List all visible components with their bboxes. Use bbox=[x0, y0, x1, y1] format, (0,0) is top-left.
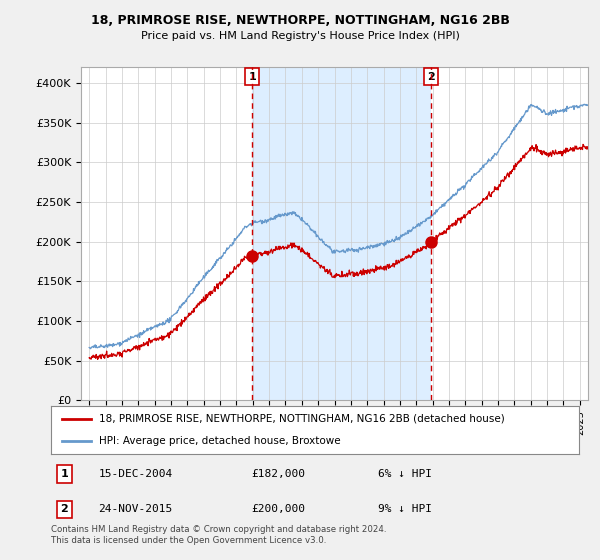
Text: 1: 1 bbox=[61, 469, 68, 479]
Text: £200,000: £200,000 bbox=[251, 504, 305, 514]
Text: HPI: Average price, detached house, Broxtowe: HPI: Average price, detached house, Brox… bbox=[98, 436, 340, 446]
Text: 24-NOV-2015: 24-NOV-2015 bbox=[98, 504, 173, 514]
Text: Contains HM Land Registry data © Crown copyright and database right 2024.
This d: Contains HM Land Registry data © Crown c… bbox=[51, 525, 386, 545]
Text: 2: 2 bbox=[61, 504, 68, 514]
Text: 6% ↓ HPI: 6% ↓ HPI bbox=[379, 469, 433, 479]
Text: £182,000: £182,000 bbox=[251, 469, 305, 479]
Text: 9% ↓ HPI: 9% ↓ HPI bbox=[379, 504, 433, 514]
Text: 1: 1 bbox=[248, 72, 256, 82]
Bar bbox=[252, 67, 431, 400]
Text: 2: 2 bbox=[427, 72, 435, 82]
Text: 18, PRIMROSE RISE, NEWTHORPE, NOTTINGHAM, NG16 2BB: 18, PRIMROSE RISE, NEWTHORPE, NOTTINGHAM… bbox=[91, 14, 509, 27]
Text: 18, PRIMROSE RISE, NEWTHORPE, NOTTINGHAM, NG16 2BB (detached house): 18, PRIMROSE RISE, NEWTHORPE, NOTTINGHAM… bbox=[98, 414, 504, 424]
Text: 15-DEC-2004: 15-DEC-2004 bbox=[98, 469, 173, 479]
Text: Price paid vs. HM Land Registry's House Price Index (HPI): Price paid vs. HM Land Registry's House … bbox=[140, 31, 460, 41]
